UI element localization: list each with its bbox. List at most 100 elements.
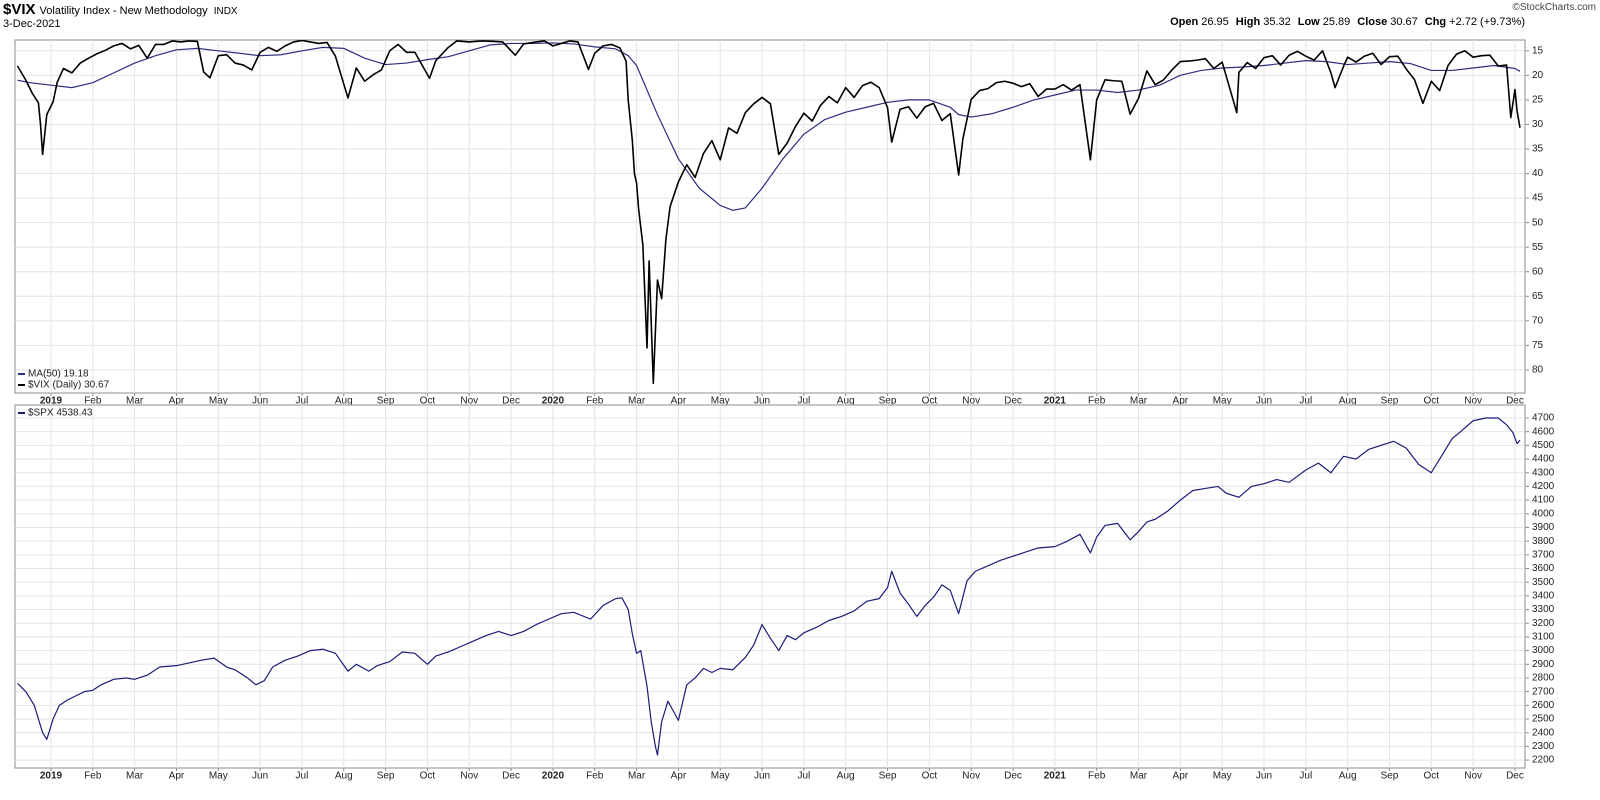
x-tick-label: Dec <box>1004 771 1022 782</box>
plot-area <box>14 39 1526 394</box>
x-tick-label: Apr <box>1173 771 1189 782</box>
y-tick-label: 3500 <box>1532 577 1555 588</box>
x-tick-label: Sep <box>1381 396 1399 407</box>
x-tick-label: Aug <box>335 771 353 782</box>
y-tick-label: 3100 <box>1532 632 1555 643</box>
x-tick-label: Dec <box>502 771 520 782</box>
y-tick-label: 30 <box>1532 119 1544 130</box>
quote: Open 26.95 High 35.32 Low 25.89 Close 30.67 Chg +… <box>1170 16 1525 28</box>
quote-value: 30.67 <box>1390 16 1418 28</box>
panel: 15 20 25 30 35 40 45 50 55 60 65 70 75 80 2019 Feb Mar Ap… <box>14 39 1544 407</box>
x-tick-label: Jul <box>1299 396 1312 407</box>
x-tick-label: May <box>711 396 730 407</box>
series-line <box>17 42 1521 211</box>
y-tick-label: 50 <box>1532 217 1544 228</box>
x-tick-label: Jun <box>1256 396 1272 407</box>
y-tick-label: 35 <box>1532 144 1544 155</box>
x-tick-label: Nov <box>962 771 980 782</box>
x-tick-label: Feb <box>1088 771 1106 782</box>
x-tick-label: Feb <box>84 771 102 782</box>
y-tick-label: 25 <box>1532 95 1544 106</box>
x-tick-label: Aug <box>1339 396 1357 407</box>
x-tick-label: Dec <box>1506 396 1524 407</box>
x-tick-label: Sep <box>377 771 395 782</box>
x-tick-label: Jun <box>252 396 268 407</box>
x-tick-label: Aug <box>837 396 855 407</box>
y-tick-label: 4700 <box>1532 413 1555 424</box>
x-tick-label: 2020 <box>542 771 565 782</box>
y-tick-label: 3000 <box>1532 645 1555 656</box>
quote-label: Low <box>1297 16 1320 28</box>
y-tick-label: 2200 <box>1532 755 1555 766</box>
y-tick-label: 75 <box>1532 340 1544 351</box>
x-tick-label: Oct <box>1424 396 1440 407</box>
x-tick-label: Aug <box>335 396 353 407</box>
x-tick-label: Sep <box>1381 771 1399 782</box>
x-tick-label: Jul <box>1299 771 1312 782</box>
y-tick-label: 3800 <box>1532 536 1555 547</box>
y-tick-label: 4400 <box>1532 454 1555 465</box>
x-tick-label: 2021 <box>1044 771 1067 782</box>
x-tick-label: Dec <box>502 396 520 407</box>
x-tick-label: Oct <box>922 396 938 407</box>
quote-label: Close <box>1357 16 1388 28</box>
x-tick-label: Oct <box>1424 771 1440 782</box>
y-tick-label: 55 <box>1532 242 1544 253</box>
y-tick-label: 2900 <box>1532 659 1555 670</box>
y-tick-label: 80 <box>1532 365 1544 376</box>
x-tick-label: Feb <box>586 396 604 407</box>
x-tick-label: Aug <box>837 771 855 782</box>
y-tick-label: 45 <box>1532 193 1544 204</box>
x-tick-label: Sep <box>377 396 395 407</box>
header-title: $VIX Volatility Index - New Methodology IN… <box>3 1 238 18</box>
x-tick-label: Apr <box>169 771 185 782</box>
x-tick-label: May <box>1213 396 1232 407</box>
y-tick-label: 3400 <box>1532 591 1555 602</box>
y-tick-label: 4000 <box>1532 508 1555 519</box>
x-tick-label: Jul <box>797 396 810 407</box>
quote-label: High <box>1235 16 1261 28</box>
y-tick-label: 2700 <box>1532 686 1555 697</box>
legend-label: $SPX 4538.43 <box>28 408 93 419</box>
x-tick-label: Apr <box>671 396 687 407</box>
source: ©StockCharts.com <box>1512 2 1596 13</box>
date: 3-Dec-2021 <box>3 18 61 30</box>
y-tick-label: 3700 <box>1532 549 1555 560</box>
y-tick-label: 2400 <box>1532 727 1555 738</box>
x-tick-label: May <box>209 771 228 782</box>
x-tick-label: 2019 <box>40 771 63 782</box>
x-tick-label: Jun <box>252 771 268 782</box>
x-tick-label: Mar <box>126 771 144 782</box>
x-tick-label: Oct <box>420 396 436 407</box>
legend-label: MA(50) 19.18 <box>28 369 89 380</box>
y-tick-label: 15 <box>1532 45 1544 56</box>
x-tick-label: Nov <box>460 771 478 782</box>
series-line <box>16 40 1521 384</box>
x-tick-label: 2021 <box>1044 396 1067 407</box>
x-tick-label: Mar <box>628 771 646 782</box>
symbol: $VIX <box>3 1 36 18</box>
x-tick-label: Sep <box>879 771 897 782</box>
quote-item: High 35.32 <box>1236 16 1291 28</box>
y-tick-label: 40 <box>1532 168 1544 179</box>
x-tick-label: Apr <box>169 396 185 407</box>
quote-value: 35.32 <box>1263 16 1291 28</box>
quote-item: Open 26.95 <box>1170 16 1229 28</box>
y-tick-label: 65 <box>1532 291 1544 302</box>
y-tick-label: 2300 <box>1532 741 1555 752</box>
x-tick-label: Nov <box>962 396 980 407</box>
y-tick-label: 2500 <box>1532 714 1555 725</box>
x-tick-label: Dec <box>1004 396 1022 407</box>
panel: 2200 2300 2400 2500 2600 2700 2800 2900 3000 3100… <box>14 404 1555 782</box>
x-tick-label: Nov <box>1464 771 1482 782</box>
y-tick-label: 4600 <box>1532 426 1555 437</box>
index-name: Volatility Index - New Methodology <box>39 5 208 17</box>
quote-item: Close 30.67 <box>1357 16 1418 28</box>
x-tick-label: Sep <box>879 396 897 407</box>
quote-label: Open <box>1170 16 1199 28</box>
y-tick-label: 3900 <box>1532 522 1555 533</box>
x-tick-label: Apr <box>671 771 687 782</box>
x-tick-label: May <box>1213 771 1232 782</box>
